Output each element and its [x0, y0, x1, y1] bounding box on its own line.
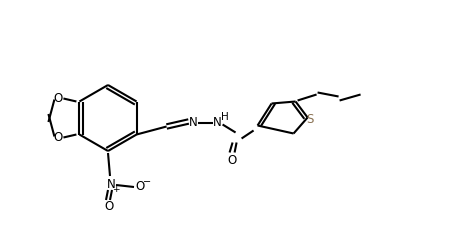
Text: N: N — [106, 178, 116, 191]
Text: O: O — [104, 200, 114, 212]
Text: O: O — [54, 92, 63, 105]
Text: −: − — [143, 177, 151, 187]
Text: O: O — [54, 131, 63, 144]
Text: S: S — [306, 113, 313, 126]
Text: H: H — [221, 112, 228, 122]
Text: N: N — [189, 116, 198, 129]
Text: +: + — [112, 184, 120, 194]
Text: N: N — [213, 116, 222, 129]
Text: O: O — [135, 180, 145, 194]
Text: O: O — [227, 154, 236, 167]
